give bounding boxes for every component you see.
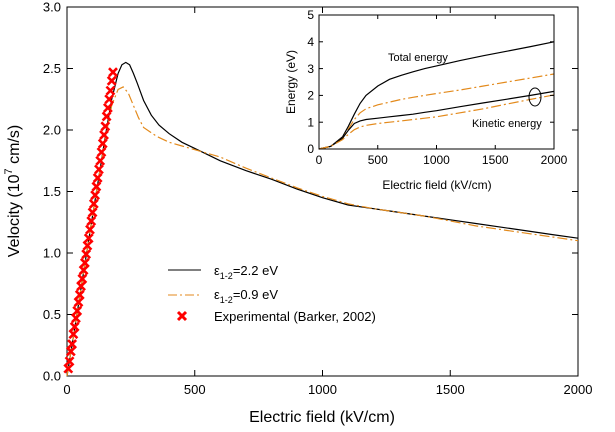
inset-series-line-3 (318, 90, 555, 150)
experimental-point (77, 273, 88, 284)
inset-x-tick-label: 500 (368, 153, 388, 167)
experimental-point (106, 75, 117, 86)
main-x-tick-label: 500 (184, 382, 206, 397)
experimental-point (104, 94, 115, 105)
experimental-point (94, 164, 104, 175)
experimental-point (81, 249, 92, 260)
experimental-point (95, 155, 106, 166)
experimental-point (73, 297, 84, 308)
inset-y-tick-label: 4 (307, 35, 314, 49)
inset-x-tick-label: 1000 (423, 153, 450, 167)
inset-series-line-2 (318, 73, 555, 150)
experimental-point (74, 289, 85, 300)
main-series-group (63, 61, 579, 377)
inset-y-tick-label: 0 (307, 142, 314, 156)
experimental-point (97, 138, 108, 149)
experimental-point (85, 224, 95, 235)
main-x-axis-label: Electric field (kV/cm) (249, 409, 395, 426)
experimental-point (87, 207, 98, 218)
experimental-point (92, 173, 103, 183)
inset-axis-ticks: 0 500 1000 1500 2000 0 1 2 3 4 5 (307, 8, 567, 167)
inset-y-tick-label: 3 (307, 62, 314, 76)
legend-label-series-1: ε1-2=2.2 eV (214, 263, 278, 281)
experimental-point (76, 281, 86, 292)
experimental-point (100, 121, 111, 132)
experimental-point (64, 356, 75, 367)
inset-y-axis-label: Energy (eV) (284, 50, 298, 114)
experimental-point (82, 240, 93, 251)
inset-x-tick-label: 1500 (482, 153, 509, 167)
experimental-point (78, 265, 89, 276)
main-x-tick-label: 1000 (308, 382, 337, 397)
experimental-point (90, 190, 101, 201)
main-y-tick-label: 1.0 (43, 246, 61, 261)
legend: ε1-2=2.2 eV ε1-2=0.9 eV Experimental (Ba… (168, 263, 376, 324)
experimental-point (83, 233, 94, 244)
experimental-point (72, 305, 83, 316)
legend-label-series-2: ε1-2=0.9 eV (214, 287, 278, 305)
experimental-point (88, 198, 99, 209)
main-y-tick-label: 2.0 (43, 123, 61, 138)
main-x-tick-label: 0 (63, 382, 70, 397)
experimental-point (69, 321, 80, 332)
inset-series-group (318, 41, 555, 150)
experimental-point (86, 216, 97, 226)
inset-background (319, 15, 554, 149)
inset-series-line-4 (318, 94, 555, 150)
main-x-tick-label: 2000 (564, 382, 593, 397)
inset-kinetic-ellipse (528, 87, 542, 107)
inset-x-axis-label: Electric field (kV/cm) (382, 178, 491, 192)
legend-marker-x-icon (176, 310, 188, 322)
main-y-tick-label: 3.0 (43, 0, 61, 15)
inset-y-tick-label: 2 (307, 89, 314, 103)
experimental-point (67, 339, 78, 349)
experimental-point (101, 111, 112, 122)
inset-annotation-kinetic-energy: Kinetic energy (472, 118, 542, 130)
inset-series-line-1 (318, 41, 555, 150)
inset-y-tick-label: 5 (307, 8, 314, 22)
main-y-tick-label: 2.5 (43, 61, 61, 76)
experimental-point (102, 102, 113, 113)
main-y-tick-label: 1.5 (43, 184, 61, 199)
experimental-point (65, 346, 76, 357)
experimental-point (99, 130, 109, 140)
experimental-point (105, 85, 116, 96)
experimental-point (63, 363, 74, 374)
main-y-tick-label: 0.5 (43, 307, 61, 322)
main-y-tick-label: 0.0 (43, 369, 61, 384)
main-x-tick-label: 1500 (436, 382, 465, 397)
inset-y-tick-label: 1 (307, 115, 314, 129)
experimental-point (79, 257, 90, 268)
experimental-point (91, 181, 102, 192)
experimental-point (96, 147, 107, 158)
inset-x-tick-label: 0 (316, 153, 323, 167)
main-series-line-2 (66, 86, 579, 377)
inset-x-tick-label: 2000 (541, 153, 568, 167)
legend-label-series-3: Experimental (Barker, 2002) (214, 309, 376, 324)
experimental-point (71, 313, 81, 324)
experimental-point (108, 67, 118, 78)
experimental-point (68, 329, 79, 340)
main-y-axis-label: Velocity (107 cm/s) (3, 125, 23, 257)
inset-annotation-total-energy: Total energy (388, 52, 448, 64)
